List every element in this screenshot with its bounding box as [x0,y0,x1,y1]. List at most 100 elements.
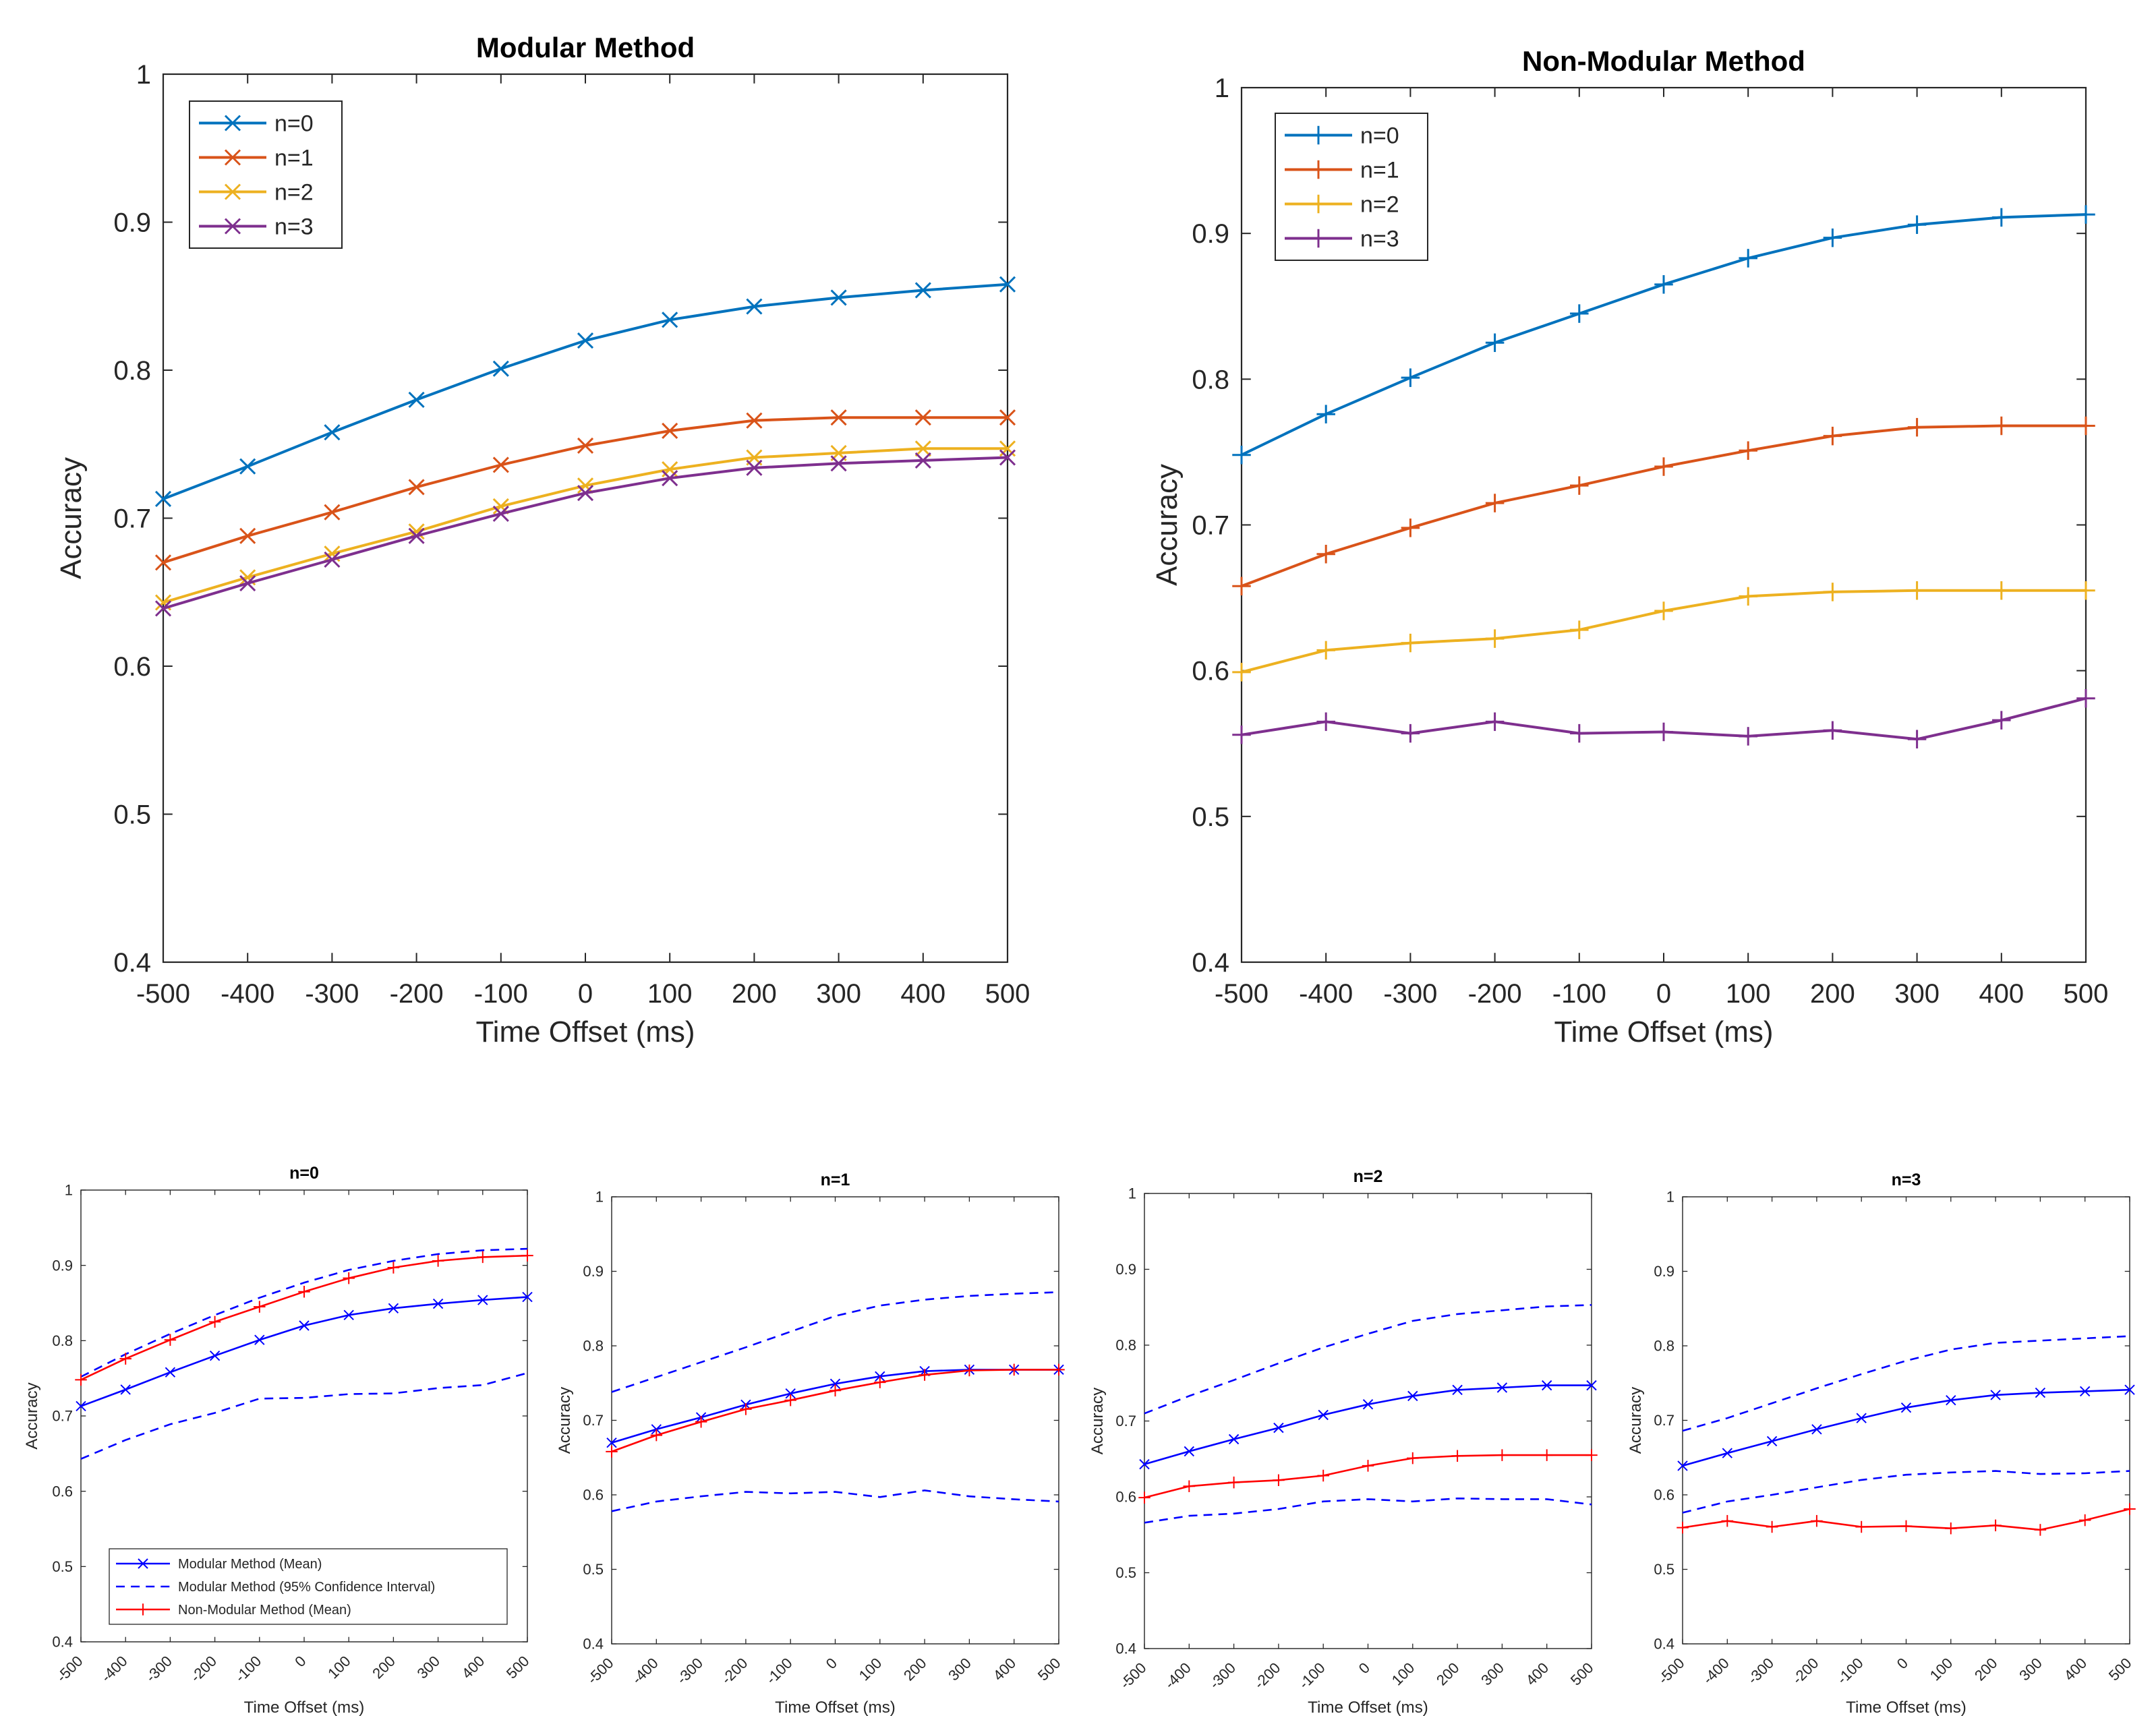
series-n-1 [1232,416,2095,596]
legend-marker [1309,194,1328,214]
data-point [1586,1380,1597,1391]
x-tick-label: -300 [673,1655,706,1688]
data-point [299,1320,310,1331]
plot-area [1682,1196,2130,1645]
data-point [914,440,931,457]
data-point [1496,1449,1509,1461]
data-point [1823,228,1842,247]
data-point [1654,601,1673,620]
data-point [1232,445,1251,465]
marker-stroke [239,575,256,592]
x-tick-label: 500 [503,1653,533,1682]
data-point [154,600,172,617]
series-line [611,1489,1059,1512]
marker-stroke [239,458,256,475]
y-tick-label: 0.5 [1192,802,1229,832]
y-tick-label: 0.9 [1654,1263,1674,1280]
marker-stroke [1318,1409,1329,1421]
data-point [492,456,509,473]
legend-marker [137,1603,149,1616]
x-tick-label: -500 [53,1653,86,1686]
data-point [1739,249,1757,268]
marker-stroke [324,551,341,568]
marker-stroke [1811,1424,1822,1435]
y-tick-label: 0.5 [113,800,151,830]
data-point [2124,1384,2135,1395]
x-tick-label: 500 [1035,1655,1064,1684]
data-point [1990,1390,2001,1400]
data-point [1542,1380,1552,1391]
marker-stroke [343,1309,354,1321]
data-point [1721,1514,1734,1527]
marker-stroke [154,554,172,571]
series-n-1 [154,409,1016,571]
data-point [522,1291,533,1303]
marker-stroke [2035,1387,2046,1398]
y-tick-label: 1 [1666,1189,1674,1206]
marker-stroke [999,449,1016,466]
data-point [919,1369,931,1381]
marker-stroke [408,479,425,496]
legend-marker [1309,160,1328,179]
marker-stroke [1900,1402,1912,1413]
x-tick-label: 200 [1433,1659,1463,1689]
data-point [1945,1522,1957,1535]
marker-stroke [1139,1458,1150,1470]
x-tick-label: -300 [1383,979,1437,1009]
chart-n3: n=3 -500 -400 -300 -200 -100 0 100 200 300 400 500 0… [1627,1171,2136,1716]
marker-stroke [477,1295,488,1305]
data-point [1485,333,1505,353]
data-point [1273,1422,1284,1433]
x-tick-label: -500 [136,979,190,1009]
data-point [999,449,1016,466]
y-tick-label: 0.4 [583,1636,604,1653]
series-non-modular-method-mean- [75,1249,533,1386]
data-point [1232,576,1251,596]
x-tick-label: 400 [2061,1655,2091,1684]
series-non-modular-method-mean- [1138,1449,1598,1504]
data-point [1739,727,1757,746]
x-tick-label: 300 [413,1653,443,1682]
data-point [239,575,256,592]
data-point [577,332,594,349]
x-tick-label: -500 [1215,979,1269,1009]
data-point [914,452,931,469]
marker-stroke [830,409,847,426]
marker-stroke [746,412,763,429]
y-tick-label: 0.7 [1115,1413,1136,1429]
data-point [1907,417,1927,437]
marker-stroke [239,569,256,586]
x-tick-label: 100 [1927,1655,1956,1684]
marker-stroke [746,459,763,476]
data-point [1855,1520,1867,1533]
marker-stroke [577,332,594,349]
y-tick-label: 0.5 [52,1558,73,1575]
legend-marker [224,115,241,131]
data-point [2076,581,2095,600]
data-point [746,298,763,315]
data-point [830,455,847,472]
y-tick-label: 0.7 [113,504,151,534]
y-tick-label: 0.9 [1192,219,1229,249]
series-n-3 [154,449,1016,617]
y-tick-label: 0.9 [52,1257,73,1274]
data-point [408,391,425,408]
marker-stroke [209,1350,221,1361]
data-point [1811,1514,1823,1527]
y-tick-label: 0.5 [583,1561,604,1578]
marker-stroke [224,149,241,166]
data-point [2076,205,2095,224]
x-tick-label: -300 [142,1653,175,1686]
data-point [1184,1446,1194,1457]
data-point [1485,494,1505,512]
marker-stroke [577,485,594,502]
data-point [577,485,594,502]
chart-title: n=1 [821,1171,850,1189]
data-point [1766,1520,1778,1533]
data-point [388,1303,399,1314]
marker-stroke [999,409,1016,426]
x-tick-label: -500 [1655,1655,1688,1688]
marker-stroke [1722,1448,1732,1458]
x-tick-label: 400 [1523,1659,1552,1689]
marker-stroke [1228,1433,1240,1445]
